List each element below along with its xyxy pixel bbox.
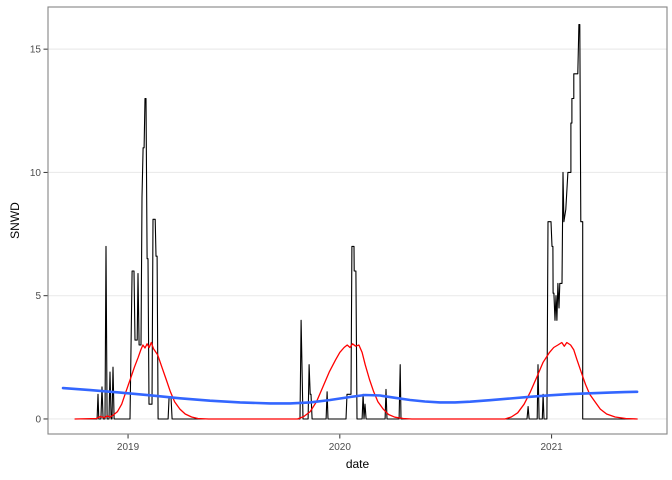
y-tick-label: 0 xyxy=(35,414,41,425)
y-tick-label: 15 xyxy=(30,45,42,56)
y-axis-title: SNWD xyxy=(8,202,22,239)
x-axis-title: date xyxy=(346,457,370,471)
panel-border xyxy=(47,6,668,435)
gridlines xyxy=(48,48,667,420)
series-lines xyxy=(61,23,639,420)
trend-smooth-line xyxy=(61,386,639,405)
x-tick-label: 2021 xyxy=(540,442,563,453)
axis-ticks xyxy=(43,48,553,439)
daily-snow-depth-line xyxy=(74,23,638,420)
seasonal-component-line xyxy=(74,341,638,420)
x-tick-label: 2019 xyxy=(117,442,140,453)
y-tick-label: 10 xyxy=(30,168,42,179)
y-tick-label: 5 xyxy=(35,291,41,302)
x-tick-label: 2020 xyxy=(329,442,352,453)
